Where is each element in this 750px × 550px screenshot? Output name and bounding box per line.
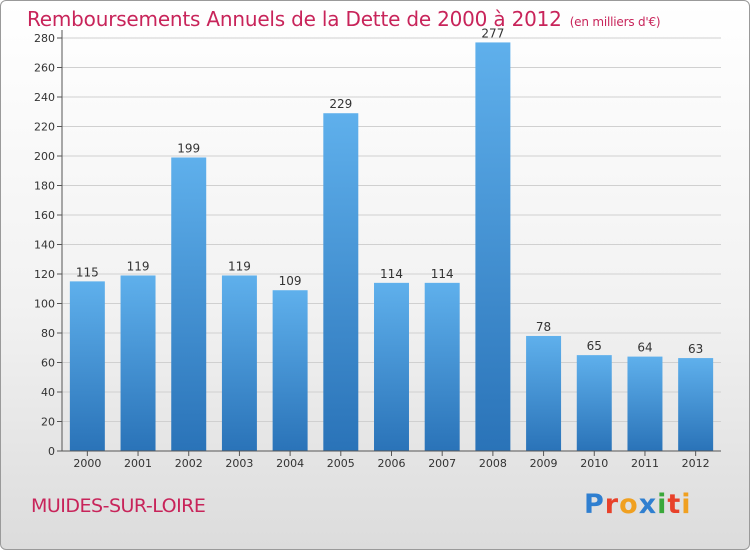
y-tick-label: 0 [48,445,55,458]
value-label: 229 [329,97,352,111]
y-tick-label: 200 [34,150,55,163]
bar [69,281,105,451]
x-tick-label: 2001 [124,457,152,470]
bar [120,275,156,451]
commune-name: MUIDES-SUR-LOIRE [31,495,206,517]
y-tick-label: 100 [34,298,55,311]
x-tick-label: 2008 [479,457,507,470]
y-tick-label: 160 [34,209,55,222]
logo-letter: P [584,489,605,520]
x-tick-label: 2009 [530,457,558,470]
y-tick-label: 180 [34,180,55,193]
logo-letter: x [638,489,658,520]
y-tick-label: 260 [34,62,55,75]
logo-letter: i [681,489,692,520]
y-tick-label: 280 [34,32,55,45]
bar [576,355,612,451]
y-tick-label: 60 [41,357,55,370]
x-tick-label: 2006 [378,457,406,470]
value-label: 119 [228,259,251,273]
value-label: 78 [536,320,551,334]
value-label: 65 [587,339,602,353]
proxiti-logo: Proxiti [584,489,692,520]
bar [424,282,460,451]
logo-letter: r [604,489,620,520]
logo-letter: t [667,489,682,520]
value-label: 277 [481,26,504,40]
bar [678,358,714,451]
y-tick-label: 140 [34,239,55,252]
value-labels: 115 119 199 119 109 229 114 114 277 78 65 64 63 [76,26,703,356]
logo-letter: i [657,489,668,520]
chart-title-text: Remboursements Annuels de la Dette de 20… [27,7,562,31]
bar [221,275,257,451]
bar [171,157,207,451]
value-label: 63 [688,342,703,356]
chart-title: Remboursements Annuels de la Dette de 20… [27,7,661,31]
y-tick-label: 120 [34,268,55,281]
x-tick-label: 2002 [175,457,203,470]
x-tick-label: 2012 [682,457,710,470]
bars [69,42,714,452]
x-tick-label: 2011 [631,457,659,470]
x-tick-label: 2000 [73,457,101,470]
y-tick-label: 80 [41,327,55,340]
bar [475,42,511,452]
x-tick-label: 2003 [225,457,253,470]
bar [323,113,359,451]
chart-title-unit: (en milliers d'€) [569,15,661,29]
value-label: 114 [431,267,454,281]
x-tick-label: 2004 [276,457,304,470]
axes [57,30,721,456]
value-label: 115 [76,265,99,279]
value-label: 114 [380,267,403,281]
x-tick-label: 2005 [327,457,355,470]
y-tick-label: 240 [34,91,55,104]
value-label: 109 [279,274,302,288]
bar [526,335,562,451]
bar [374,282,409,451]
x-tick-label: 2010 [580,457,608,470]
bar [272,290,308,451]
logo-letter: o [619,489,639,520]
x-tick-labels: 2000 2001 2002 2003 2004 2005 2006 2007 2008 2009… [73,457,709,470]
value-label: 64 [637,341,652,355]
value-label: 119 [127,259,150,273]
bar [627,356,663,451]
y-tick-label: 20 [41,416,55,429]
y-tick-label: 220 [34,121,55,134]
x-tick-label: 2007 [428,457,456,470]
y-tick-labels: 0 20 40 60 80 100 120 140 160 180 200 220 240 260 280 [34,32,55,458]
y-tick-label: 40 [41,386,55,399]
value-label: 199 [177,141,200,155]
